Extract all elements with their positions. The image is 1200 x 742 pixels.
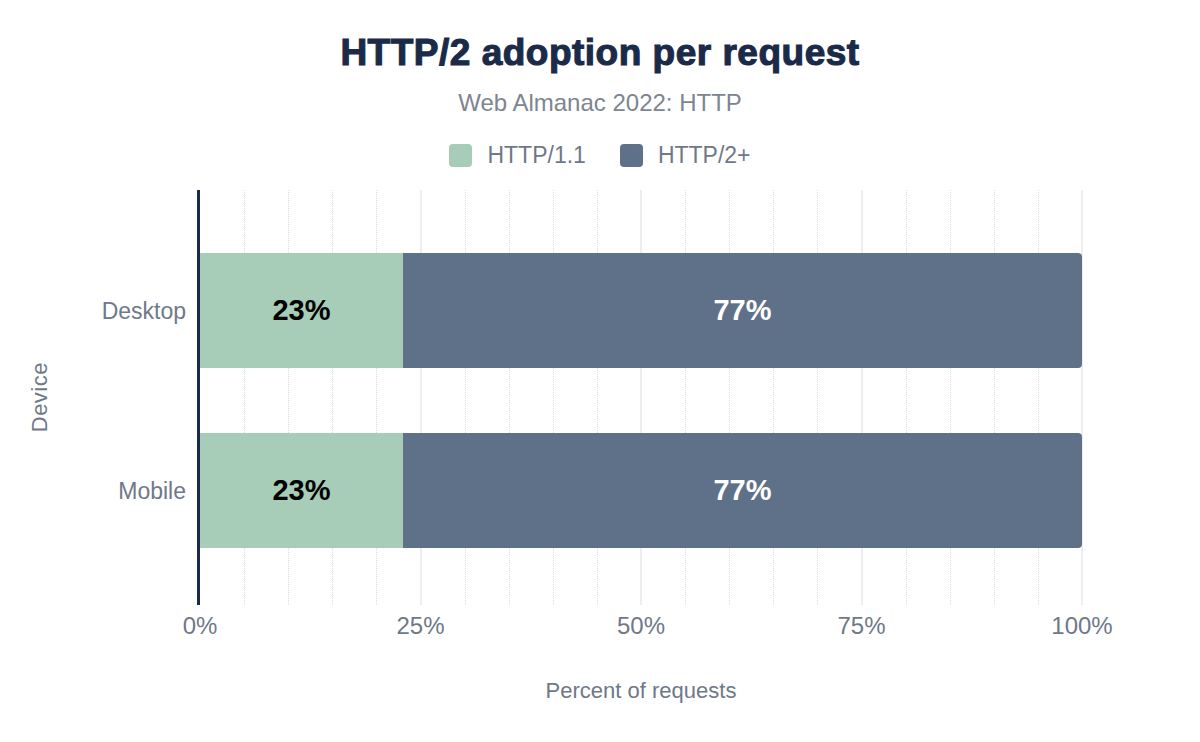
y-axis-title: Device [20,190,60,605]
y-axis-line [197,190,200,605]
bar-segment-desktop-http2[interactable]: 77% [403,253,1082,368]
bar-row-desktop: 23% 77% [200,253,1082,368]
x-tick-100: 100% [1051,612,1112,640]
bar-value-label: 77% [713,474,771,507]
x-tick-0: 0% [183,612,218,640]
legend-label-http11: HTTP/1.1 [487,142,585,169]
plot-area: 23% 77% 23% 77% [200,190,1082,605]
bar-row-mobile: 23% 77% [200,433,1082,548]
y-axis-title-text: Device [27,362,53,432]
category-label-mobile: Mobile [0,478,186,505]
legend-swatch-http2 [620,144,643,167]
bar-segment-desktop-http11[interactable]: 23% [200,253,403,368]
x-axis-ticks: 0% 25% 50% 75% 100% [200,612,1082,644]
legend-swatch-http11 [449,144,472,167]
legend-item-http2[interactable]: HTTP/2+ [620,142,751,169]
chart-title: HTTP/2 adoption per request [0,32,1200,74]
bar-value-label: 23% [272,294,330,327]
legend-label-http2: HTTP/2+ [658,142,751,169]
category-label-desktop: Desktop [0,298,186,325]
bar-segment-mobile-http2[interactable]: 77% [403,433,1082,548]
x-axis-title: Percent of requests [200,678,1082,704]
bar-value-label: 23% [272,474,330,507]
http2-adoption-chart: HTTP/2 adoption per request Web Almanac … [0,0,1200,742]
legend: HTTP/1.1 HTTP/2+ [0,142,1200,169]
x-tick-25: 25% [396,612,444,640]
legend-item-http11[interactable]: HTTP/1.1 [449,142,585,169]
x-tick-75: 75% [837,612,885,640]
bar-value-label: 77% [713,294,771,327]
bar-segment-mobile-http11[interactable]: 23% [200,433,403,548]
x-tick-50: 50% [617,612,665,640]
chart-subtitle: Web Almanac 2022: HTTP [0,89,1200,117]
